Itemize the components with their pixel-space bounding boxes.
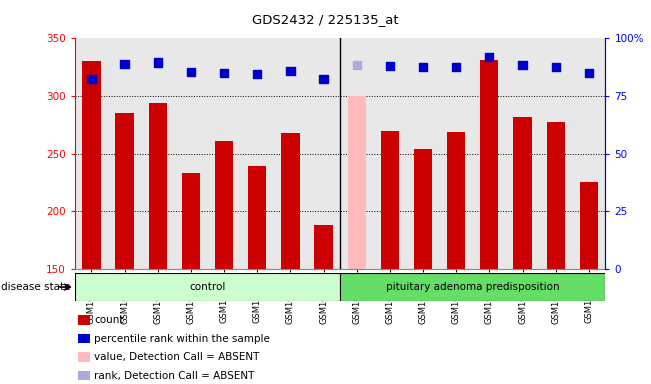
Bar [281, 133, 299, 269]
Point [551, 64, 561, 70]
Point [385, 63, 395, 69]
Bar [414, 149, 432, 269]
Point [86, 76, 96, 82]
Text: count: count [94, 315, 124, 325]
Bar [381, 131, 399, 269]
Bar [182, 173, 200, 269]
Bar [340, 273, 605, 301]
Point [484, 54, 495, 60]
Point [418, 64, 428, 70]
Point [219, 70, 229, 76]
Point [285, 68, 296, 74]
Bar [314, 225, 333, 269]
Point [518, 62, 528, 68]
Bar [348, 96, 366, 269]
Point [352, 62, 362, 68]
Point [119, 61, 130, 67]
Point [318, 76, 329, 82]
Point [252, 71, 262, 77]
Point [186, 69, 196, 75]
Bar [514, 117, 532, 269]
Bar [547, 122, 565, 269]
Bar [75, 273, 340, 301]
Bar [148, 103, 167, 269]
Bar [447, 132, 465, 269]
Point [152, 60, 163, 66]
Text: pituitary adenoma predisposition: pituitary adenoma predisposition [386, 282, 560, 292]
Text: GDS2432 / 225135_at: GDS2432 / 225135_at [252, 13, 399, 26]
Bar [580, 182, 598, 269]
Bar [82, 61, 100, 269]
Point [584, 70, 594, 76]
Text: value, Detection Call = ABSENT: value, Detection Call = ABSENT [94, 352, 260, 362]
Bar [248, 166, 266, 269]
Text: disease state: disease state [1, 282, 71, 292]
Bar [215, 141, 233, 269]
Point [451, 64, 462, 70]
Text: rank, Detection Call = ABSENT: rank, Detection Call = ABSENT [94, 371, 255, 381]
Bar [480, 60, 499, 269]
Bar [115, 113, 133, 269]
Text: control: control [189, 282, 226, 292]
Text: percentile rank within the sample: percentile rank within the sample [94, 334, 270, 344]
